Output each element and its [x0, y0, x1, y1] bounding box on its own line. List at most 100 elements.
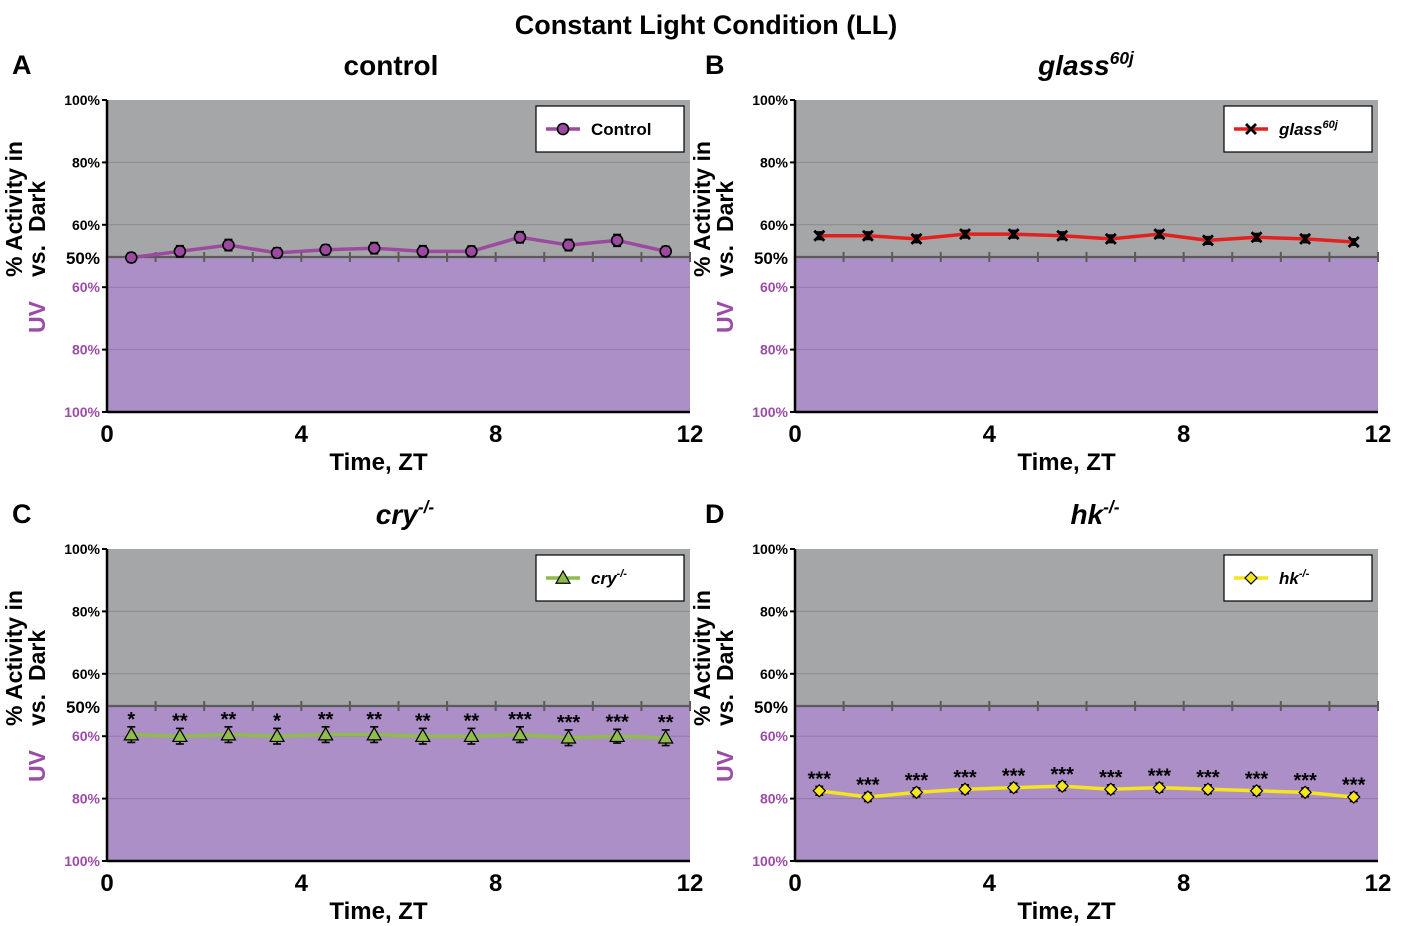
data-point: [861, 790, 875, 804]
data-point: [414, 727, 431, 743]
data-point: [222, 238, 235, 252]
data-point: [367, 241, 381, 255]
data-point: [909, 785, 924, 800]
significance-label: ***: [1051, 764, 1075, 786]
data-point: [173, 245, 187, 258]
x-tick-label: 4: [295, 870, 309, 897]
significance-label: **: [658, 712, 674, 734]
significance-label: ***: [1245, 768, 1269, 790]
series-line: [819, 232, 1354, 244]
data-point-stroke-b: [813, 229, 826, 242]
significance-label: ***: [856, 775, 880, 797]
x-tick-label: 0: [100, 421, 113, 448]
panel-title-c-part-0: cry: [376, 499, 419, 530]
significance-label: ***: [1196, 767, 1220, 789]
data-point: [220, 726, 237, 741]
data-point: [657, 729, 674, 744]
y-label-activity: % Activity in: [689, 141, 715, 277]
legend-label-sup: -/-: [1299, 568, 1310, 580]
data-point: [1103, 782, 1118, 797]
y-tick-label-uv: 80%: [760, 342, 789, 358]
y-label-dark: Dark: [24, 630, 50, 681]
data-point: [1249, 783, 1264, 798]
data-point: [270, 246, 284, 260]
panel-letter-d: D: [705, 499, 725, 529]
y-tick-label-mid: 50%: [754, 698, 788, 717]
y-tick-label-uv: 100%: [64, 404, 100, 420]
y-label-vs: vs.: [712, 245, 738, 277]
legend-marker: [556, 122, 570, 136]
data-point: [609, 727, 626, 743]
x-tick-label: 8: [489, 870, 502, 897]
y-tick-label-uv: 100%: [64, 853, 100, 869]
x-tick-label: 4: [983, 421, 997, 448]
x-axis-label: Time, ZT: [329, 449, 428, 476]
y-tick-label-uv: 60%: [760, 279, 789, 295]
series-line: [131, 235, 667, 260]
significance-label: ***: [905, 770, 929, 792]
data-point: [1201, 782, 1215, 797]
y-tick-label-mid: 50%: [66, 249, 100, 268]
data-point: [659, 245, 673, 258]
data-point: [171, 727, 188, 743]
significance-label: ***: [557, 712, 581, 734]
data-point-stroke-b: [910, 232, 923, 245]
data-point: [511, 726, 528, 741]
legend-label-name: hk: [1279, 569, 1300, 588]
panel-title-a: control: [344, 50, 439, 81]
data-point: [1153, 228, 1166, 241]
data-point: [1055, 779, 1070, 793]
x-tick-label: 12: [1365, 421, 1392, 448]
significance-label: ***: [508, 709, 532, 731]
data-point: [1104, 232, 1117, 245]
panel-title-d-part-1: -/-: [1103, 497, 1120, 517]
uv-region: [107, 706, 690, 861]
legend: cry-/-: [535, 554, 685, 602]
significance-label: **: [464, 710, 480, 732]
y-label-activity: % Activity in: [1, 141, 27, 277]
y-tick-label-dark: 80%: [760, 154, 789, 170]
data-point-stroke-b: [861, 229, 874, 242]
y-tick-label-mid: 50%: [66, 698, 100, 717]
data-point: [958, 782, 972, 797]
data-point-stroke-b: [1007, 228, 1020, 241]
y-tick-label-dark: 80%: [72, 603, 101, 619]
significance-label: ***: [1148, 765, 1172, 787]
y-label-vs: vs.: [712, 694, 738, 726]
data-point-stroke-b: [1299, 232, 1312, 245]
x-tick-label: 12: [1365, 870, 1392, 897]
series-line: [131, 732, 666, 740]
panel-letter-c: C: [12, 499, 32, 529]
legend: hk-/-: [1223, 554, 1373, 602]
panel-title-b: glass60j: [1037, 48, 1135, 81]
panel-letter-b: B: [705, 50, 725, 80]
y-tick-label-dark: 80%: [760, 603, 789, 619]
x-axis-label: Time, ZT: [1017, 898, 1116, 925]
significance-label: **: [221, 709, 237, 731]
y-tick-label-uv: 60%: [72, 728, 101, 744]
significance-label: ***: [605, 711, 629, 733]
data-point: [1299, 232, 1312, 245]
x-tick-label: 0: [788, 421, 801, 448]
significance-label: *: [273, 710, 281, 732]
y-tick-label-dark: 100%: [64, 92, 100, 108]
significance-label: ***: [953, 767, 977, 789]
y-tick-label-dark: 80%: [72, 154, 101, 170]
data-point: [610, 234, 624, 247]
y-tick-label-uv: 80%: [72, 791, 101, 807]
panel-title-d: hk-/-: [1070, 497, 1119, 530]
x-tick-label: 12: [677, 870, 704, 897]
significance-label: ***: [808, 768, 832, 790]
y-tick-label-dark: 100%: [752, 541, 788, 557]
data-point: [812, 783, 827, 798]
data-point: [560, 729, 577, 744]
data-point: [562, 238, 575, 252]
data-point-stroke-b: [1250, 231, 1263, 244]
data-point-stroke-b: [1201, 234, 1214, 247]
data-point: [1056, 229, 1069, 242]
uv-region: [795, 257, 1378, 412]
